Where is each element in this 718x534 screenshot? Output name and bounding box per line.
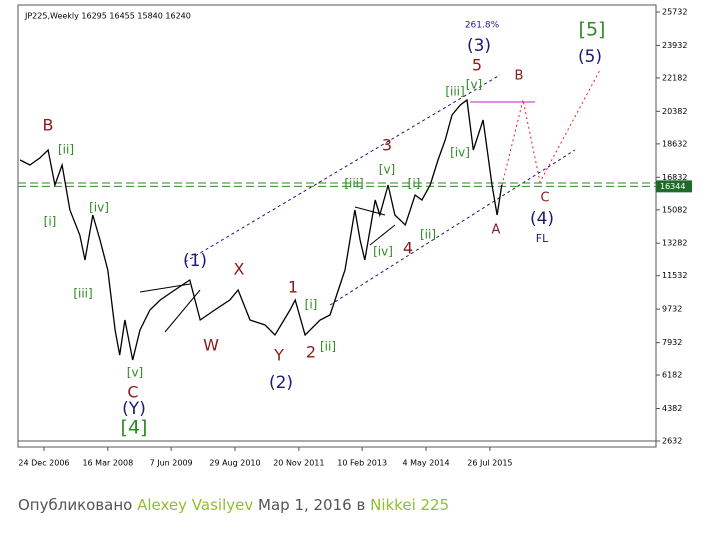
price-tag-label: 16344 xyxy=(660,182,685,191)
footer-date: Мар 1, 2016 xyxy=(258,496,352,514)
y-tick-label: 18632 xyxy=(662,139,687,148)
trend-lines xyxy=(139,206,396,333)
price-line-series xyxy=(19,98,503,361)
y-tick-label: 7932 xyxy=(662,338,682,347)
annotation: [i] xyxy=(305,298,318,312)
annotation: [i] xyxy=(44,215,57,229)
annotation: W xyxy=(203,336,219,355)
footer-text: Опубликовано xyxy=(18,496,133,514)
y-tick-label: 25732 xyxy=(662,8,687,17)
footer: Опубликовано Alexey Vasilyev Мар 1, 2016… xyxy=(18,496,449,514)
symbol-link[interactable]: Nikkei 225 xyxy=(370,496,450,514)
channel-lower xyxy=(329,149,576,306)
x-tick-label: 20 Nov 2011 xyxy=(273,459,324,468)
annotation: (2) xyxy=(269,373,293,393)
y-tick-label: 11532 xyxy=(662,271,687,280)
annotation: B xyxy=(43,116,54,135)
x-tick-label: 26 Jul 2015 xyxy=(467,459,512,468)
y-tick-label: 2632 xyxy=(662,437,682,446)
annotation: [v] xyxy=(127,366,143,380)
y-tick-label: 15082 xyxy=(662,205,687,214)
x-tick-label: 16 Mar 2008 xyxy=(82,459,133,468)
annotation: [iii] xyxy=(344,177,363,191)
annotation: [v] xyxy=(466,78,482,92)
annotation: (1) xyxy=(183,251,207,271)
y-tick-label: 20382 xyxy=(662,107,687,116)
annotations: 261.8% (3) 5 [v] [iii] B [5] (5) B [ii] … xyxy=(43,19,606,439)
annotation: [5] xyxy=(579,19,606,41)
annotation: (3) xyxy=(467,36,491,56)
annotation: 5 xyxy=(472,56,482,75)
author-link[interactable]: Alexey Vasilyev xyxy=(137,496,254,514)
y-tick-label: 13282 xyxy=(662,239,687,248)
y-tick-label: 4382 xyxy=(662,404,682,413)
annotation: [iii] xyxy=(73,287,92,301)
channel-upper xyxy=(184,74,501,263)
x-tick-label: 7 Jun 2009 xyxy=(150,459,193,468)
annotation: [iv] xyxy=(450,146,470,160)
annotation: B xyxy=(515,69,524,84)
annotation: (Y) xyxy=(122,399,146,419)
x-tick-label: 10 Feb 2013 xyxy=(337,459,387,468)
plot-frame xyxy=(17,4,657,448)
x-tick-label: 4 May 2014 xyxy=(402,459,449,468)
annotation: (4) xyxy=(530,209,554,229)
annotation: [iv] xyxy=(89,201,109,215)
price-tag xyxy=(656,180,692,193)
annotation: 3 xyxy=(382,136,392,155)
annotation: [i] xyxy=(408,177,421,191)
annotation: (5) xyxy=(578,47,602,67)
trend-line xyxy=(164,289,201,333)
x-tick-label: 29 Aug 2010 xyxy=(209,459,260,468)
x-tick-label: 24 Dec 2006 xyxy=(18,459,69,468)
annotation: 261.8% xyxy=(465,21,500,31)
y-tick-label: 22182 xyxy=(662,73,687,82)
annotation: [ii] xyxy=(320,340,336,354)
annotation: Y xyxy=(273,346,284,365)
annotation: [v] xyxy=(379,163,395,177)
y-tick-label: 23932 xyxy=(662,41,687,50)
annotation: 2 xyxy=(306,343,316,362)
y-tick-label: 6182 xyxy=(662,371,682,380)
annotation: [iv] xyxy=(373,245,393,259)
annotation: A xyxy=(492,223,501,238)
annotation: C xyxy=(127,383,138,402)
annotation: FL xyxy=(536,232,549,245)
annotation: [4] xyxy=(121,417,148,439)
footer-text: в xyxy=(356,496,366,514)
projection xyxy=(501,69,601,186)
y-tick-label: 16832 xyxy=(662,173,687,182)
chart: JP225,Weekly 16295 16455 15840 16240 263… xyxy=(17,4,692,468)
annotation: X xyxy=(234,260,245,279)
annotation: [iii] xyxy=(445,85,464,99)
chart-title: JP225,Weekly 16295 16455 15840 16240 xyxy=(24,12,191,21)
annotation: 1 xyxy=(288,278,298,297)
y-tick-label: 9732 xyxy=(662,305,682,314)
annotation: [ii] xyxy=(58,143,74,157)
annotation: [ii] xyxy=(420,228,436,242)
channels xyxy=(184,74,576,306)
annotation: 4 xyxy=(403,239,413,258)
trend-line xyxy=(369,224,396,246)
annotation: C xyxy=(540,191,549,206)
